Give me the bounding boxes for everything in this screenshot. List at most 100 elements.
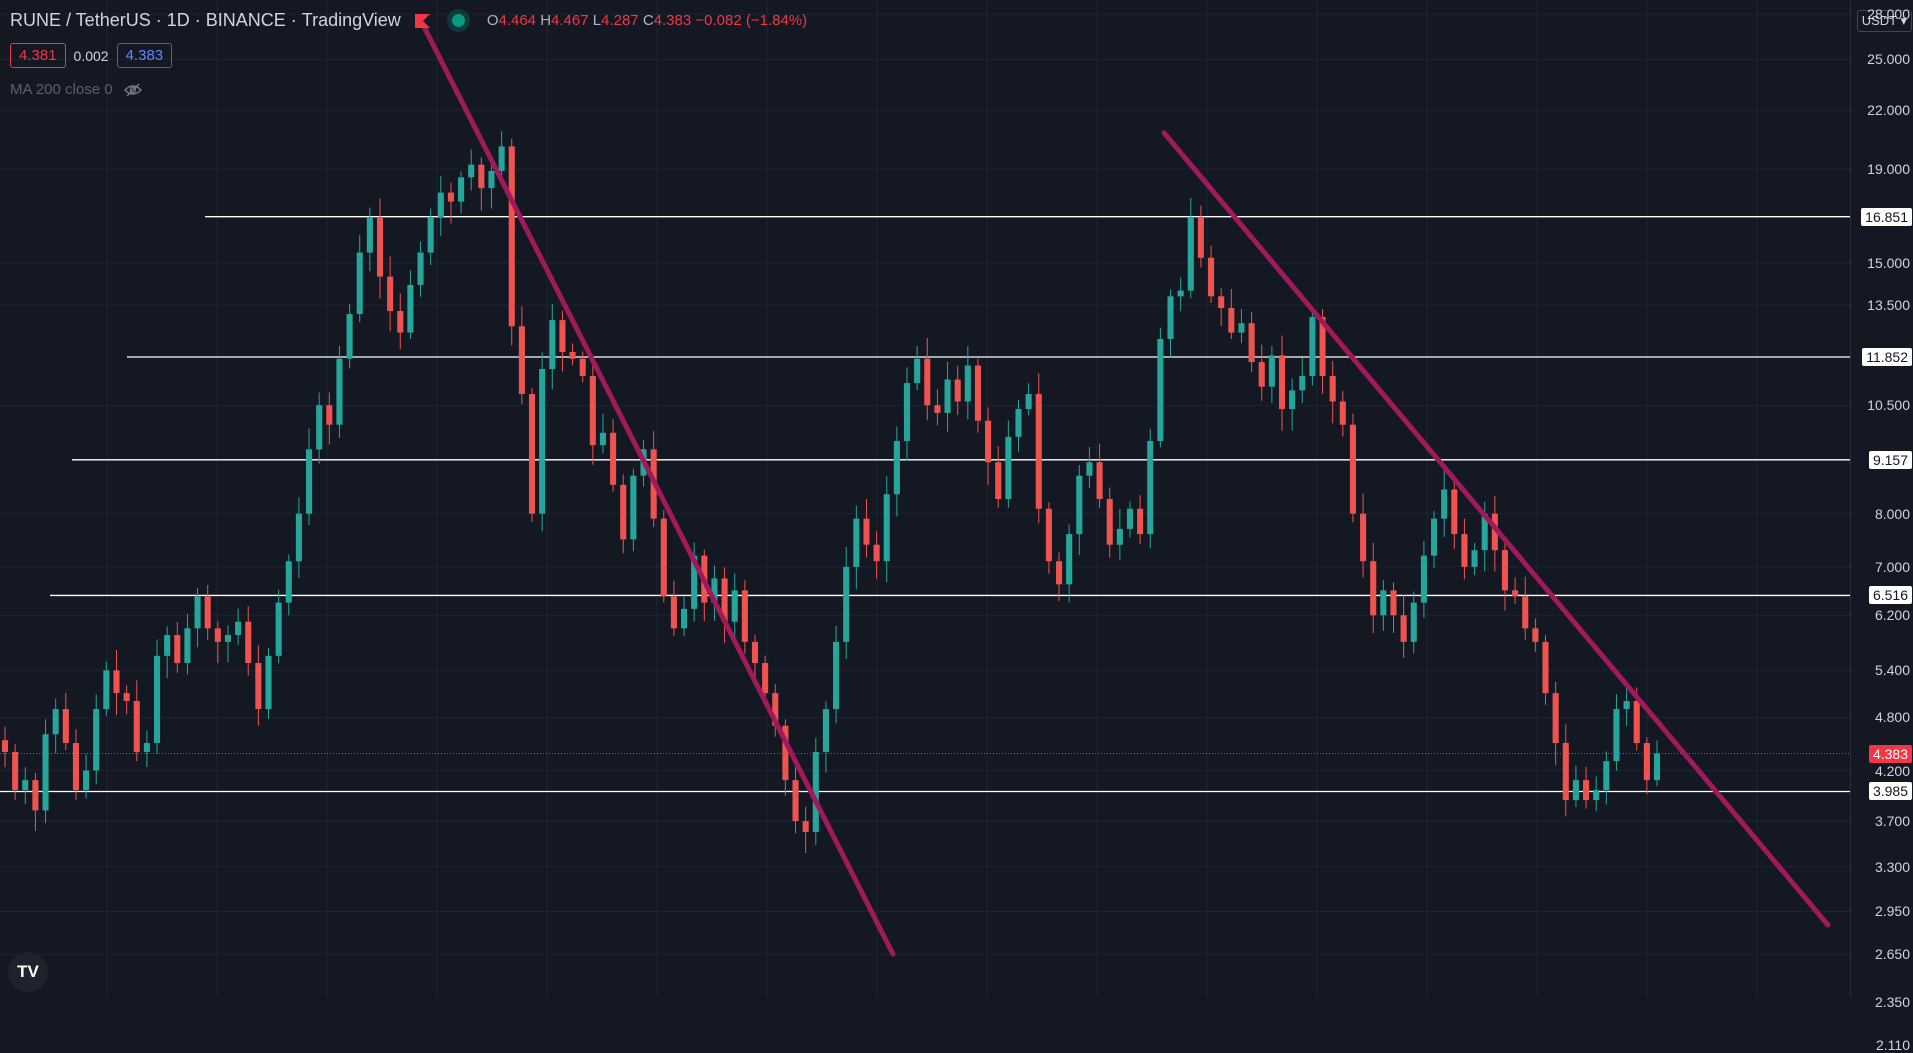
flag-icon[interactable] xyxy=(414,13,430,28)
candle-body xyxy=(1177,290,1184,297)
candle-body xyxy=(447,192,454,202)
candle-body xyxy=(336,358,343,425)
axis-tick-label: 5.400 xyxy=(1874,662,1910,679)
candle-body xyxy=(1380,590,1387,616)
candle-body xyxy=(1309,317,1316,376)
axis-tick-label: 28.000 xyxy=(1867,6,1910,23)
candle-body xyxy=(285,561,292,603)
candle-body xyxy=(1583,780,1590,801)
candle-body xyxy=(1035,394,1042,509)
candle-body xyxy=(1512,590,1519,597)
close-value: 4.383 xyxy=(653,12,692,29)
candle-body xyxy=(1208,257,1215,297)
eye-crossed-icon[interactable] xyxy=(123,82,143,98)
candle-body xyxy=(1076,475,1083,535)
candle-body xyxy=(326,405,333,425)
symbol-name[interactable]: RUNE / TetherUS xyxy=(10,10,151,30)
axis-tick-label: 22.000 xyxy=(1867,102,1910,119)
candle-body xyxy=(944,379,951,413)
interval-label[interactable]: 1D xyxy=(166,10,190,30)
candle-body xyxy=(1,740,9,752)
trendlines[interactable] xyxy=(422,26,1831,957)
candle-body xyxy=(762,663,769,694)
candle-body xyxy=(1167,296,1174,339)
candle-body xyxy=(812,751,819,832)
candle-body xyxy=(670,596,677,629)
candle-body xyxy=(265,655,272,710)
currency-label: USDT xyxy=(1861,13,1897,28)
candle-body xyxy=(893,440,900,495)
axis-tick-label: 19.000 xyxy=(1867,160,1910,177)
candle-body xyxy=(1157,338,1164,441)
level-price-label: 16.851 xyxy=(1861,207,1912,226)
candle-body xyxy=(1552,693,1559,744)
candle-body xyxy=(863,518,870,545)
axis-tick-label: 2.110 xyxy=(1876,1036,1910,1053)
candle-body xyxy=(1055,561,1063,585)
candle-body xyxy=(518,326,525,395)
candle-body xyxy=(437,192,444,218)
candle-body xyxy=(630,475,637,540)
candle-body xyxy=(1410,602,1417,642)
candle-body xyxy=(772,693,779,726)
candle-body xyxy=(731,590,738,622)
axis-tick-label: 2.350 xyxy=(1874,993,1910,1010)
candle-body xyxy=(1116,528,1123,545)
candle-body xyxy=(1501,550,1509,591)
candle-body xyxy=(72,743,79,790)
tradingview-logo-icon[interactable]: TV xyxy=(8,952,48,992)
low-value: 4.287 xyxy=(601,12,639,29)
indicator-label: MA 200 close 0 xyxy=(10,81,113,98)
axis-tick-label: 8.000 xyxy=(1874,505,1910,522)
candle-body xyxy=(1461,534,1468,567)
candle-body xyxy=(1441,489,1448,519)
candle-body xyxy=(1532,628,1539,642)
indicator-legend[interactable]: MA 200 close 0 xyxy=(10,81,143,98)
candle-body xyxy=(569,352,576,359)
candle-body xyxy=(387,276,394,312)
candle-body xyxy=(32,780,39,811)
candle-body xyxy=(792,780,799,822)
market-status-icon xyxy=(451,14,465,27)
candlestick-series xyxy=(1,131,1661,853)
axis-tick-label: 15.000 xyxy=(1867,255,1910,272)
candle-body xyxy=(417,252,424,285)
candle-body xyxy=(295,513,302,562)
candle-body xyxy=(1137,508,1144,535)
candle-body xyxy=(579,358,586,376)
candle-body xyxy=(153,655,161,744)
level-price-label: 11.852 xyxy=(1862,347,1912,366)
candle-body xyxy=(1045,508,1052,562)
axis-tick-label: 4.800 xyxy=(1874,709,1910,726)
candle-body xyxy=(883,494,890,562)
candle-body xyxy=(83,770,90,790)
candle-body xyxy=(751,641,759,664)
candle-body xyxy=(1025,394,1032,410)
candle-body xyxy=(924,358,931,406)
price-axis[interactable]: USDT ▾ 28.000 25.000 22.000 19.000 15.000 13.… xyxy=(1850,0,1913,1053)
candle-body xyxy=(113,670,120,694)
candle-body xyxy=(1066,534,1073,585)
candle-body xyxy=(1491,513,1498,551)
trendline xyxy=(422,26,896,957)
candle-body xyxy=(407,284,414,333)
candle-body xyxy=(346,314,353,359)
last-price-label: 4.383 xyxy=(1868,744,1912,763)
candle-body xyxy=(914,358,921,384)
candle-body xyxy=(1258,362,1265,387)
currency-selector[interactable]: USDT ▾ xyxy=(1856,10,1912,32)
buy-price-button[interactable]: 4.383 xyxy=(116,43,173,68)
candle-body xyxy=(873,544,880,562)
candle-body xyxy=(1623,701,1630,710)
candle-body xyxy=(985,420,992,463)
candle-body xyxy=(458,177,465,202)
source-label: TradingView xyxy=(301,10,401,30)
axis-tick-label: 6.200 xyxy=(1874,607,1910,624)
candle-body xyxy=(143,743,150,752)
sell-price-button[interactable]: 4.381 xyxy=(10,43,66,68)
price-chart[interactable] xyxy=(0,0,1850,997)
ohlc-values: O4.464 H4.467 L4.287 C4.383 −0.082 (−1.8… xyxy=(486,12,808,29)
candle-body xyxy=(174,635,181,664)
candle-body xyxy=(822,709,829,752)
candle-body xyxy=(123,693,130,702)
